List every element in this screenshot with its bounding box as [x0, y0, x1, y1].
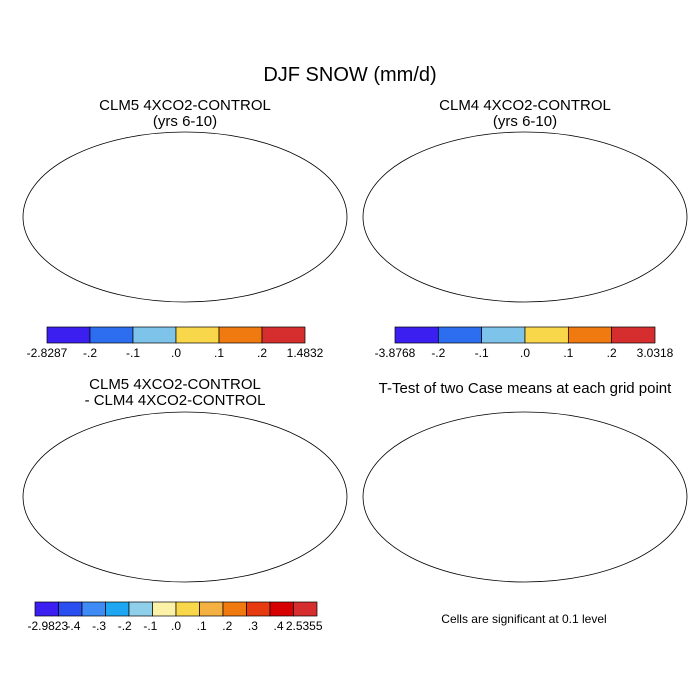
panel-1-title-line2: (yrs 6-10) [152, 113, 218, 130]
colorbar-3-swatch [81, 601, 106, 617]
sig-cell [606, 569, 651, 573]
colorbar-1-tick-label: .1 [214, 346, 224, 360]
map-panel-1 [22, 131, 348, 303]
colorbar-3-tick-label: .3 [248, 619, 258, 633]
colorbar-2-swatch [567, 326, 613, 344]
map-panel-2 [362, 131, 688, 303]
colorbar-2-swatch [437, 326, 483, 344]
colorbar-2-tick-label: 3.0318 [637, 346, 674, 360]
panel-1-title-line1: CLM5 4XCO2-CONTROL [99, 97, 271, 114]
colorbar-3-tick-label: 2.5355 [286, 619, 323, 633]
colorbar-1-tick-label: 1.4832 [287, 346, 324, 360]
colorbar-3-swatch [269, 601, 294, 617]
colorbar-3-swatch [34, 601, 59, 617]
colorbar-3-swatch [246, 601, 271, 617]
colorbar-1-tick-label: -2.8287 [27, 346, 68, 360]
colorbar-3-tick-label: .4 [274, 619, 284, 633]
panel-2-title: CLM4 4XCO2-CONTROL (yrs 6-10) [375, 98, 675, 130]
colorbar-1-tick-label: -.1 [126, 346, 140, 360]
figure-title: DJF SNOW (mm/d) [263, 64, 437, 86]
colorbar-2-swatch [394, 326, 439, 344]
map-2-frame [362, 131, 688, 303]
panel-3-title: CLM5 4XCO2-CONTROL - CLM4 4XCO2-CONTROL [25, 377, 325, 409]
colorbar-3-swatch [128, 601, 153, 617]
panel-4-title-line1: T-Test of two Case means at each grid po… [378, 380, 672, 397]
map-3-frame [22, 411, 348, 583]
colorbar-1-swatch [218, 326, 263, 344]
colorbar-1-tick-label: .0 [171, 346, 181, 360]
colorbar-3-swatch [58, 601, 83, 617]
panel-3-title-line1: CLM5 4XCO2-CONTROL [89, 376, 261, 393]
colorbar-3-swatch [222, 601, 247, 617]
panel-2-title-line1: CLM4 4XCO2-CONTROL [439, 97, 611, 114]
colorbar-3-tick-label: -.2 [118, 619, 132, 633]
colorbar-3-swatch [152, 601, 177, 617]
colorbar-3-swatch [175, 601, 200, 617]
colorbar-2-tick-label: -.1 [475, 346, 489, 360]
colorbar-3-swatch [199, 601, 224, 617]
panel-2-title-line2: (yrs 6-10) [492, 113, 558, 130]
colorbar-2-swatch [524, 326, 569, 344]
colorbar-1-swatch [261, 326, 306, 344]
colorbar-3-swatch [105, 601, 130, 617]
colorbars: -2.8287 -.2 -.1 .0 .1 .2 1.4832 -3.8768 -.2 -.1 .0… [27, 326, 674, 633]
colorbar-2-tick-label: -.2 [431, 346, 445, 360]
panel-3-title-line2: - CLM4 4XCO2-CONTROL [84, 392, 266, 409]
colorbar-3-tick-label: .2 [222, 619, 232, 633]
colorbar-2-swatch [611, 326, 656, 344]
map-1-frame [22, 131, 348, 303]
colorbar-3-tick-label: -.1 [143, 619, 157, 633]
colorbar-1-swatch [89, 326, 134, 344]
panel-4-title: T-Test of two Case means at each grid po… [360, 381, 690, 397]
map-panel-4 [362, 411, 688, 583]
colorbar-2-tick-label: .2 [607, 346, 617, 360]
map-4-frame [362, 411, 688, 583]
colorbar-2-tick-label: -3.8768 [375, 346, 416, 360]
panel-1-title: CLM5 4XCO2-CONTROL (yrs 6-10) [35, 98, 335, 130]
colorbar-1-swatch [132, 326, 177, 344]
colorbar-2-tick-label: .1 [563, 346, 573, 360]
colorbar-3-tick-label: -2.9823 [27, 619, 68, 633]
colorbar-3-tick-label: -.4 [66, 619, 80, 633]
sig-cell [372, 570, 426, 574]
colorbar-2-tick-label: .0 [520, 346, 530, 360]
colorbar-1-swatch [175, 326, 220, 344]
colorbar-1-swatch [46, 326, 91, 344]
colorbar-1-tick-label: .2 [257, 346, 267, 360]
colorbar-3-tick-label: .0 [171, 619, 181, 633]
map-panel-3 [22, 411, 348, 583]
colorbar-3-tick-label: .1 [197, 619, 207, 633]
significance-note: Cells are significant at 0.1 level [441, 612, 607, 626]
colorbar-3-swatch [293, 601, 318, 617]
colorbar-2-swatch [481, 326, 526, 344]
colorbar-3-tick-label: -.3 [92, 619, 106, 633]
colorbar-1-tick-label: -.2 [83, 346, 97, 360]
